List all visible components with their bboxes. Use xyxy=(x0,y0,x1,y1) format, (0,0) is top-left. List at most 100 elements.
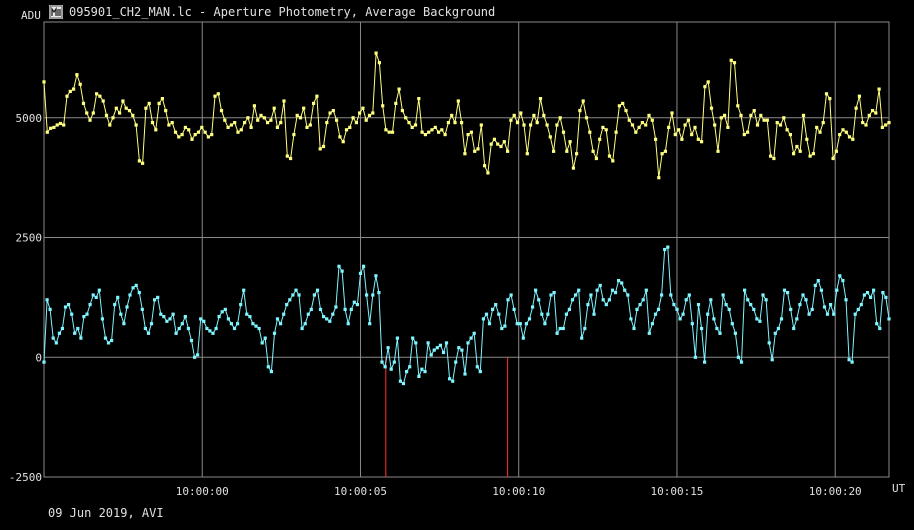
data-point xyxy=(586,303,590,307)
data-point xyxy=(696,137,700,141)
data-point xyxy=(331,312,335,316)
data-point xyxy=(687,293,691,297)
data-point xyxy=(472,331,476,335)
data-point xyxy=(684,298,688,302)
data-point xyxy=(874,111,878,115)
data-point xyxy=(400,109,404,113)
data-point xyxy=(524,322,528,326)
data-point xyxy=(229,322,233,326)
data-point xyxy=(95,92,99,96)
data-point xyxy=(880,125,884,129)
data-point xyxy=(252,104,256,108)
data-point xyxy=(690,133,694,137)
data-point xyxy=(202,319,206,323)
data-point xyxy=(137,291,141,295)
data-point xyxy=(832,312,836,316)
data-point xyxy=(291,293,295,297)
data-point xyxy=(305,125,309,129)
data-point xyxy=(386,346,390,350)
data-point xyxy=(236,130,240,134)
data-point xyxy=(749,303,753,307)
data-point xyxy=(55,123,59,127)
data-point xyxy=(693,355,697,359)
data-point xyxy=(703,85,707,89)
data-point xyxy=(742,133,746,137)
data-point xyxy=(426,341,430,345)
data-point xyxy=(417,97,421,101)
data-point xyxy=(58,121,62,126)
lightcurve-app-icon[interactable] xyxy=(49,5,63,19)
data-point xyxy=(394,101,398,105)
data-point xyxy=(721,293,725,297)
data-point xyxy=(450,113,454,117)
data-point xyxy=(189,338,194,343)
y-tick-label: 0 xyxy=(35,351,42,364)
data-point xyxy=(354,121,358,125)
data-point xyxy=(318,147,322,151)
data-point xyxy=(872,288,876,292)
data-point xyxy=(384,128,388,132)
data-point xyxy=(134,123,138,127)
data-point xyxy=(91,293,95,297)
data-point xyxy=(315,288,320,292)
data-point xyxy=(496,142,500,146)
data-point xyxy=(663,247,667,252)
data-point xyxy=(392,360,396,364)
data-point xyxy=(279,121,283,125)
data-point xyxy=(552,149,556,153)
data-point xyxy=(91,111,95,115)
data-point xyxy=(124,106,128,110)
data-point xyxy=(506,149,510,153)
data-point xyxy=(414,341,418,345)
data-point xyxy=(765,118,769,122)
data-point xyxy=(749,113,753,117)
data-point xyxy=(716,149,720,153)
data-point xyxy=(755,123,760,127)
data-point xyxy=(381,104,385,108)
data-point xyxy=(42,360,46,364)
data-point xyxy=(591,149,595,153)
chart-title: 095901_CH2_MAN.lc - Aperture Photometry,… xyxy=(69,5,496,19)
data-point xyxy=(614,130,618,134)
data-point xyxy=(521,336,525,340)
data-point xyxy=(183,315,187,319)
x-tick-label: 10:00:05 xyxy=(334,485,387,498)
data-point xyxy=(824,92,829,96)
data-point xyxy=(460,121,464,125)
data-point xyxy=(769,154,773,158)
data-point xyxy=(481,317,485,321)
data-point xyxy=(432,348,436,352)
data-point xyxy=(801,293,805,297)
data-point xyxy=(72,87,76,91)
data-point xyxy=(295,113,299,117)
data-point xyxy=(789,307,793,311)
data-point xyxy=(610,288,615,292)
data-point xyxy=(325,121,329,125)
data-point xyxy=(110,338,114,343)
data-point xyxy=(260,341,264,345)
data-point xyxy=(476,147,480,151)
data-point xyxy=(525,152,529,156)
data-point xyxy=(545,123,549,127)
data-point xyxy=(147,101,151,105)
data-point xyxy=(779,317,784,321)
data-point xyxy=(272,331,277,335)
data-point xyxy=(733,331,737,335)
data-point xyxy=(564,312,568,316)
data-point xyxy=(577,288,581,292)
data-point xyxy=(377,61,381,65)
data-point xyxy=(594,156,598,161)
data-point xyxy=(282,312,286,316)
data-point xyxy=(884,123,888,127)
data-point xyxy=(302,106,306,110)
data-point xyxy=(515,121,520,125)
data-point xyxy=(440,128,444,132)
data-point xyxy=(282,99,286,103)
data-point xyxy=(103,336,108,340)
data-point xyxy=(672,303,676,307)
data-point xyxy=(398,379,402,383)
series xyxy=(42,51,891,386)
data-point xyxy=(335,118,339,122)
data-point xyxy=(878,326,882,331)
